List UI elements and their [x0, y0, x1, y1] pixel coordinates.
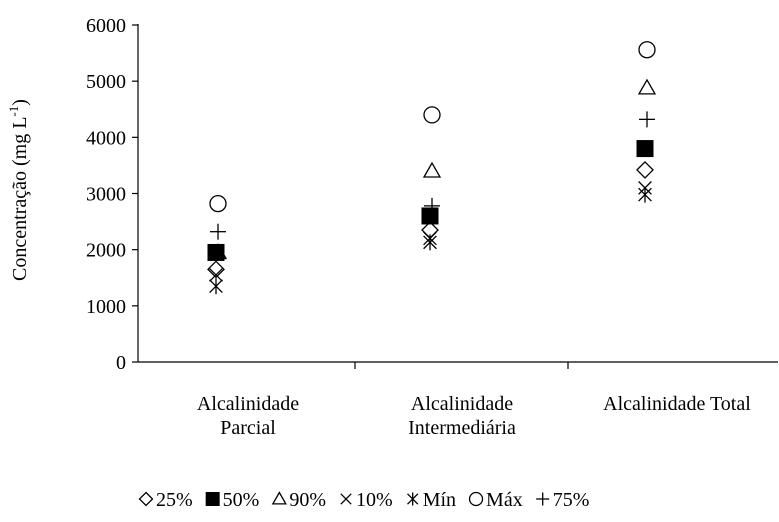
legend-label: Máx — [486, 489, 523, 511]
y-tick-label: 2000 — [86, 240, 126, 262]
axes — [137, 24, 778, 363]
legend-label: 90% — [289, 489, 326, 511]
data-point — [637, 78, 657, 95]
legend-label: 75% — [553, 489, 590, 511]
legend-label: 50% — [223, 489, 260, 511]
legend-item: 75% — [536, 489, 589, 511]
x-tick-label: Alcalinidade Intermediária — [408, 393, 516, 439]
y-tick-label: 0 — [116, 352, 126, 374]
data-point — [209, 194, 227, 213]
data-point — [638, 186, 652, 203]
legend-marker — [138, 491, 154, 507]
legend-marker — [468, 491, 484, 507]
legend-item: 50% — [205, 489, 260, 511]
data-point — [423, 234, 437, 251]
data-point — [636, 140, 654, 158]
y-tick-label: 3000 — [86, 184, 126, 206]
data-point — [423, 106, 441, 124]
legend-item: Mín — [407, 489, 456, 511]
data-point — [422, 161, 442, 178]
legend-marker — [340, 493, 352, 505]
data-point — [209, 268, 223, 282]
legend-label: Mín — [423, 489, 456, 511]
data-marks — [207, 41, 657, 295]
x-tick-label: Alcalinidade Total — [603, 393, 751, 415]
y-axis-title: Concentração (mg L-1) — [6, 99, 31, 281]
data-point — [209, 278, 223, 295]
legend-marker — [205, 492, 220, 506]
x-ticks: Alcalinidade Parcial Alcalinidade Intermedi… — [197, 362, 751, 439]
y-ticks: 0 1000 2000 3000 4000 5000 6000 — [86, 15, 138, 374]
data-point — [421, 207, 439, 225]
data-point — [639, 111, 655, 128]
x-tick-label: Alcalinidade Parcial — [197, 393, 299, 439]
data-point — [208, 243, 228, 260]
y-tick-label: 1000 — [86, 296, 126, 318]
data-point — [636, 160, 654, 179]
legend-marker — [407, 492, 419, 506]
y-tick-label: 6000 — [86, 15, 126, 37]
legend-item: 90% — [271, 489, 326, 511]
legend-item: 10% — [340, 489, 393, 511]
data-point — [207, 260, 225, 279]
legend-marker — [536, 492, 550, 506]
legend-marker — [271, 491, 287, 505]
legend-item: 25% — [138, 489, 193, 511]
y-axis-label-group: Concentração (mg L-1) — [6, 99, 31, 281]
y-tick-label: 4000 — [86, 127, 126, 149]
y-tick-label: 5000 — [86, 71, 126, 93]
legend-label: 25% — [156, 489, 193, 511]
legend-label: 10% — [356, 489, 393, 511]
data-point — [638, 41, 656, 59]
legend: 25% 50% 90% 10% Mín Máx 75% — [138, 489, 589, 511]
data-point — [210, 223, 226, 240]
data-point — [424, 197, 440, 214]
legend-item: Máx — [468, 489, 523, 511]
